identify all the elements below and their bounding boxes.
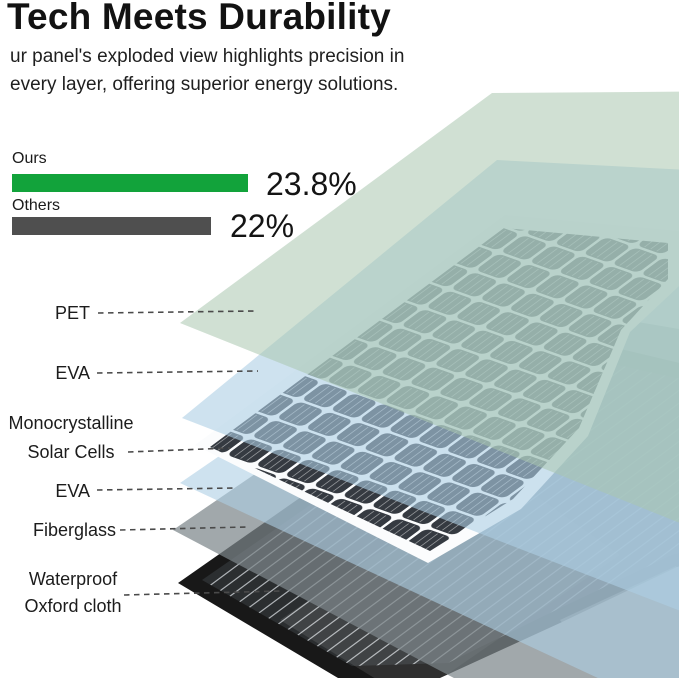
layer-label-fiberglass-text: Fiberglass bbox=[32, 520, 116, 540]
others-bar-label: Others bbox=[12, 197, 61, 214]
ours-bar-label: Ours bbox=[12, 150, 47, 167]
leader-line-pet bbox=[97, 310, 257, 314]
leader-line-cells bbox=[127, 447, 231, 453]
layer-label-pet: PET bbox=[0, 300, 90, 327]
page-title: Tech Meets Durability bbox=[7, 0, 391, 37]
layer-label-eva-top-text: EVA bbox=[55, 363, 90, 383]
leader-line-eva-top bbox=[96, 370, 259, 374]
leader-line-oxford bbox=[123, 590, 281, 596]
layer-label-eva-bottom-text: EVA bbox=[55, 481, 90, 501]
leader-line-eva-bottom bbox=[96, 487, 236, 491]
others-bar-value: 22% bbox=[230, 208, 295, 244]
subtitle-line-1: ur panel's exploded view highlights prec… bbox=[10, 46, 405, 67]
layer-label-solar-cells-line2: Solar Cells bbox=[27, 442, 115, 462]
layer-label-solar-cells: Monocrystalline Solar Cells bbox=[0, 409, 142, 467]
subtitle-line-2: every layer, offering superior energy so… bbox=[10, 74, 399, 95]
layer-label-oxford-line2: Oxford cloth bbox=[24, 596, 122, 616]
layer-label-eva-top: EVA bbox=[0, 360, 90, 387]
layer-label-eva-bottom: EVA bbox=[0, 478, 90, 505]
ours-bar bbox=[12, 174, 248, 192]
layer-label-fiberglass: Fiberglass bbox=[0, 517, 116, 544]
others-bar bbox=[12, 217, 211, 235]
layer-label-pet-text: PET bbox=[54, 303, 90, 323]
pet-layer bbox=[180, 91, 679, 523]
layer-label-oxford-line1: Waterproof bbox=[28, 569, 118, 589]
leader-line-fiberglass bbox=[119, 526, 247, 531]
layer-label-solar-cells-line1: Monocrystalline bbox=[8, 413, 134, 433]
ours-bar-value: 23.8% bbox=[266, 166, 357, 202]
layer-label-oxford-cloth: Waterproof Oxford cloth bbox=[0, 566, 146, 620]
leader-lines bbox=[96, 310, 281, 596]
